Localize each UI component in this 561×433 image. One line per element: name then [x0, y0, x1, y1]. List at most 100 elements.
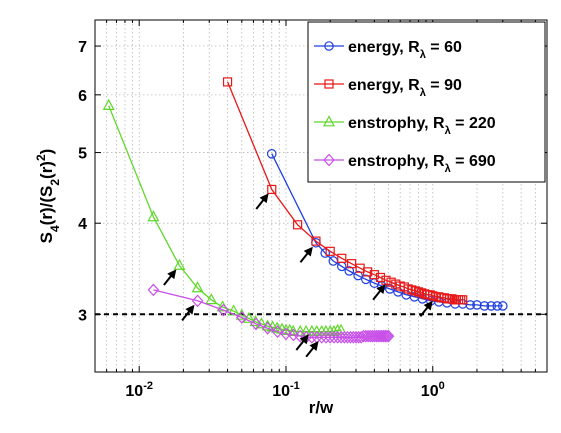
legend-label: enstrophy, Rλ = 690: [348, 153, 496, 175]
series-1-point: [266, 149, 277, 159]
annotation-arrow: [299, 246, 313, 263]
series-2: [222, 77, 468, 305]
series-3-point: [334, 323, 347, 335]
series-1-point: [320, 248, 330, 258]
series-2-point: [386, 277, 396, 287]
series-4-point: [381, 329, 393, 343]
y-axis-label: S4(r)/(S2(r)2): [34, 149, 62, 244]
annotation-arrow: [419, 300, 433, 317]
series-2-point: [375, 272, 386, 283]
series-4-point: [341, 330, 354, 344]
series-2-point: [337, 253, 347, 263]
series-2-point: [363, 267, 373, 277]
x-tick-label: 10-1: [272, 380, 300, 400]
legend-marker: [324, 41, 334, 51]
series-2-point: [293, 220, 303, 230]
annotation-arrows: [163, 193, 433, 358]
series-4-point: [368, 329, 381, 343]
series-4-point: [324, 330, 336, 344]
axis-ticks: 10-2 10-1 100 3 4 5 6 7: [78, 20, 548, 400]
plot-frame: [94, 19, 548, 373]
series-4-point: [382, 329, 395, 343]
legend-item-1[interactable]: energy, Rλ = 60: [314, 39, 462, 61]
series-3-point: [147, 210, 160, 222]
series-4: [147, 283, 395, 344]
series-4-point: [344, 330, 357, 344]
y-tick-label: 4: [78, 216, 87, 233]
series-2-point: [413, 287, 424, 297]
series-layer: [102, 77, 508, 344]
series-1-point: [344, 266, 355, 276]
series-2-point: [222, 77, 233, 87]
series-4-point: [379, 329, 392, 343]
annotation-arrow-head: [309, 341, 319, 351]
y-tick-label: 3: [78, 307, 87, 324]
series-2-point: [410, 286, 420, 296]
annotation-arrow-head: [423, 300, 433, 311]
series-2-point: [267, 184, 277, 195]
series-4-point: [250, 317, 262, 331]
legend[interactable]: energy, Rλ = 60 energy, Rλ = 90 enstrophy,…: [307, 21, 546, 183]
series-3-point: [227, 304, 240, 316]
legend-item-3[interactable]: enstrophy, Rλ = 220: [314, 115, 496, 137]
series-4-point: [320, 330, 332, 344]
y-tick-label: 5: [78, 146, 87, 163]
series-4-point: [261, 321, 274, 335]
annotation-arrow: [295, 334, 309, 351]
annotation-arrow: [255, 193, 269, 210]
series-1-point: [498, 301, 508, 311]
series-3-point: [191, 281, 204, 293]
series-1-point: [361, 274, 371, 285]
annotation-arrow: [372, 284, 386, 301]
series-1-point: [486, 301, 496, 311]
legend-label: energy, Rλ = 90: [348, 77, 462, 99]
series-4-point: [377, 329, 390, 343]
legend-item-2[interactable]: energy, Rλ = 90: [314, 77, 462, 99]
legend-marker: [322, 115, 336, 127]
series-2-point: [325, 246, 335, 256]
legend-marker: [323, 153, 335, 167]
series-1-point: [353, 270, 363, 281]
annotation-arrow-head: [299, 334, 309, 345]
series-3-line: [108, 105, 341, 333]
legend-box: [307, 21, 546, 183]
series-4-point: [217, 303, 230, 317]
series-2-point: [381, 275, 391, 285]
y-tick-label: 6: [78, 88, 87, 105]
annotation-arrow-head: [259, 193, 269, 204]
series-4-point: [315, 330, 328, 344]
series-4-point: [280, 327, 292, 341]
series-1-point: [465, 300, 476, 310]
series-4-point: [287, 328, 300, 342]
series-4-point: [271, 325, 284, 339]
y-tick-label: 7: [78, 39, 87, 56]
annotation-arrow: [163, 269, 177, 286]
annotation-arrow-head: [376, 284, 386, 295]
series-3-point: [102, 98, 115, 110]
series-4-point: [147, 283, 160, 297]
x-tick-label: 10-2: [125, 380, 153, 400]
series-1-point: [472, 300, 482, 310]
series-2-point: [458, 295, 468, 305]
series-3-point: [300, 324, 313, 337]
series-3-point: [173, 258, 186, 270]
x-axis-label: r/w: [309, 398, 334, 417]
annotation-arrow-head: [167, 269, 177, 280]
series-2-point: [369, 270, 379, 280]
series-3-point: [205, 293, 218, 305]
series-1-point: [479, 301, 490, 311]
legend-label: enstrophy, Rλ = 220: [348, 115, 496, 137]
series-4-point: [235, 311, 248, 324]
legend-label: energy, Rλ = 60: [348, 39, 462, 61]
annotation-arrow: [181, 304, 195, 321]
series-2-point: [428, 291, 438, 301]
series-4-point: [191, 294, 204, 308]
series-3-point: [255, 317, 268, 329]
legend-item-4[interactable]: enstrophy, Rλ = 690: [314, 153, 496, 175]
series-1-point: [492, 301, 503, 311]
series-3-point: [294, 324, 307, 337]
annotation-arrow: [305, 341, 319, 358]
legend-marker: [324, 79, 334, 89]
annotation-arrow-head: [185, 304, 195, 315]
